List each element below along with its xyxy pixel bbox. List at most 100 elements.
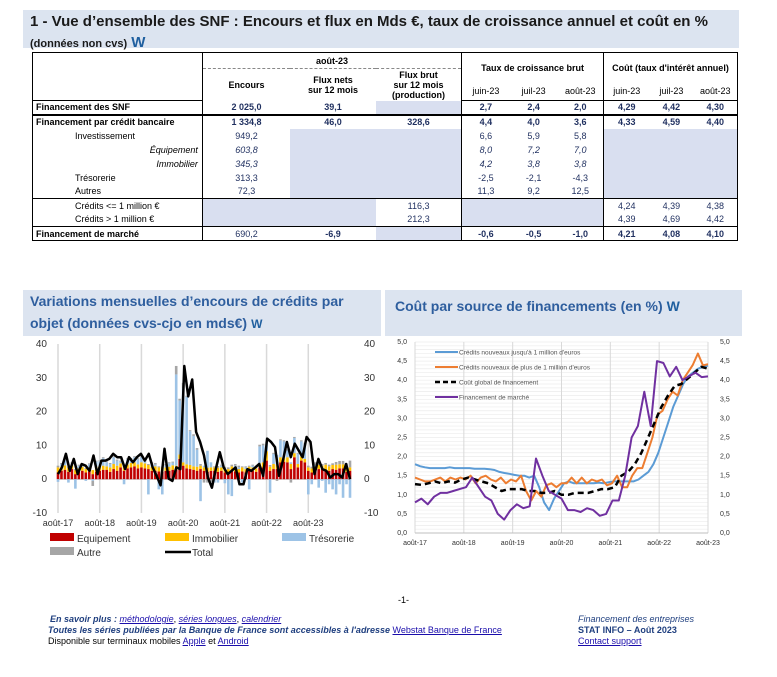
cell-empty <box>693 170 739 185</box>
bar-trsorerie <box>84 479 88 481</box>
bar-autre <box>227 467 230 470</box>
link-methodologie[interactable]: méthodologie <box>119 614 174 624</box>
bar-immobilier <box>209 467 213 471</box>
bar-equipement <box>140 467 143 480</box>
bar-equipement <box>98 470 102 480</box>
bar-equipement <box>108 471 112 480</box>
col-flux-brut-l2: sur 12 mois <box>393 79 444 90</box>
bar-immobilier <box>272 463 275 470</box>
bar-equipement <box>94 471 98 480</box>
y-tick-label-left: 30 <box>36 373 48 384</box>
cell-taux: 3,8 <box>574 158 587 169</box>
bar-trsorerie <box>157 479 161 490</box>
col-encours: Encours <box>228 79 265 90</box>
legend-label: Trésorerie <box>309 534 355 545</box>
bar-trsorerie <box>348 479 352 498</box>
cell-empty <box>693 184 739 199</box>
bar-equipement <box>223 472 227 480</box>
cell-encours: 690,2 <box>202 226 291 241</box>
subtitle-text: (données non cvs) <box>30 38 128 50</box>
bar-equipement <box>60 470 63 480</box>
link-contact-support[interactable]: Contact support <box>578 636 642 646</box>
cell-empty <box>602 128 650 143</box>
bar-equipement <box>227 472 230 480</box>
webstat-logo-icon[interactable]: W <box>666 298 680 314</box>
bar-equipement <box>345 471 348 480</box>
bar-trsorerie <box>310 479 314 485</box>
bar-immobilier <box>126 464 129 469</box>
left-title-line2: objet (données cvs-cjo en mds€) <box>30 315 248 331</box>
row-label: Équipement <box>32 142 203 157</box>
bar-autre <box>300 440 303 442</box>
link-apple[interactable]: Apple <box>182 636 206 646</box>
bar-trsorerie <box>174 374 178 466</box>
bar-immobilier <box>188 465 192 470</box>
bar-autre <box>133 456 136 458</box>
link-calendrier[interactable]: calendrier <box>241 614 282 624</box>
row-label: Crédits > 1 million € <box>32 212 203 227</box>
series-line-2 <box>414 365 709 497</box>
link-webstat[interactable]: Webstat Banque de France <box>392 625 502 635</box>
bar-immobilier <box>101 465 105 470</box>
row-label: Investissement <box>32 128 203 143</box>
y-tick-label-left: 1,0 <box>397 492 407 499</box>
table-row: Investissement 949,2 6,6 5,9 5,8 <box>32 128 739 143</box>
cell-taux: -1,0 <box>557 226 604 241</box>
bar-equipement <box>87 471 91 480</box>
cell-flux-nets: 39,1 <box>290 100 376 115</box>
bar-immobilier <box>63 465 67 470</box>
bar-equipement <box>251 470 254 480</box>
bar-autre <box>293 436 296 438</box>
cell-taux: 3,6 <box>574 117 587 127</box>
left-chart-title: Variations mensuelles d’encours de crédi… <box>30 290 344 335</box>
bar-trsorerie <box>300 441 303 457</box>
cell-empty <box>693 128 739 143</box>
table-row: Trésorerie 313,3 -2,5 -2,1 -4,3 <box>32 170 739 185</box>
cell-cout: 4,39 <box>662 200 681 211</box>
bar-equipement <box>115 470 119 480</box>
cell-encours: 949,2 <box>235 130 258 141</box>
bar-equipement <box>56 472 60 480</box>
legend-label: Immobilier <box>192 534 239 545</box>
bar-equipement <box>320 469 324 480</box>
bar-equipement <box>147 469 150 480</box>
cell-empty <box>202 212 291 227</box>
link-series-longues[interactable]: séries longues <box>178 614 237 624</box>
bar-equipement <box>289 469 293 480</box>
cell-cout: 4,29 <box>602 100 650 115</box>
cell-flux-brut <box>375 226 462 241</box>
bar-trsorerie <box>244 467 248 470</box>
y-tick-label-left: 0,5 <box>397 511 407 518</box>
cell-empty <box>290 184 376 199</box>
bar-autre <box>220 464 223 466</box>
bar-immobilier <box>240 467 244 472</box>
bar-autre <box>296 452 300 454</box>
bar-trsorerie <box>56 479 60 482</box>
cell-empty <box>290 170 376 185</box>
bar-autre <box>115 459 119 461</box>
bar-immobilier <box>216 467 220 472</box>
bar-equipement <box>272 469 275 480</box>
cell-taux: -0,6 <box>461 226 510 241</box>
link-android[interactable]: Android <box>217 636 249 646</box>
bar-equipement <box>192 469 195 480</box>
bar-equipement <box>119 467 122 480</box>
webstat-logo-icon[interactable]: W <box>131 34 146 51</box>
bar-immobilier <box>129 462 133 468</box>
bar-autre <box>275 479 279 481</box>
x-tick-label: août-19 <box>501 540 525 547</box>
bar-autre <box>327 464 331 467</box>
cell-taux: 5,8 <box>574 130 587 141</box>
bar-equipement <box>77 471 81 480</box>
bar-immobilier <box>317 465 321 470</box>
table-row: Financement de marché 690,2 -6,9 -0,6 -0… <box>32 226 739 241</box>
webstat-logo-icon[interactable]: W <box>251 317 263 331</box>
cell-empty <box>290 156 376 171</box>
bar-trsorerie <box>178 400 181 455</box>
bar-immobilier <box>237 469 241 473</box>
y-tick-label-left: 3,5 <box>397 396 407 403</box>
table-row: Immobilier 345,3 4,2 3,8 3,8 <box>32 156 739 171</box>
bar-immobilier <box>115 465 119 471</box>
cell-encours: 603,8 <box>235 144 258 155</box>
bar-autre <box>338 460 341 465</box>
